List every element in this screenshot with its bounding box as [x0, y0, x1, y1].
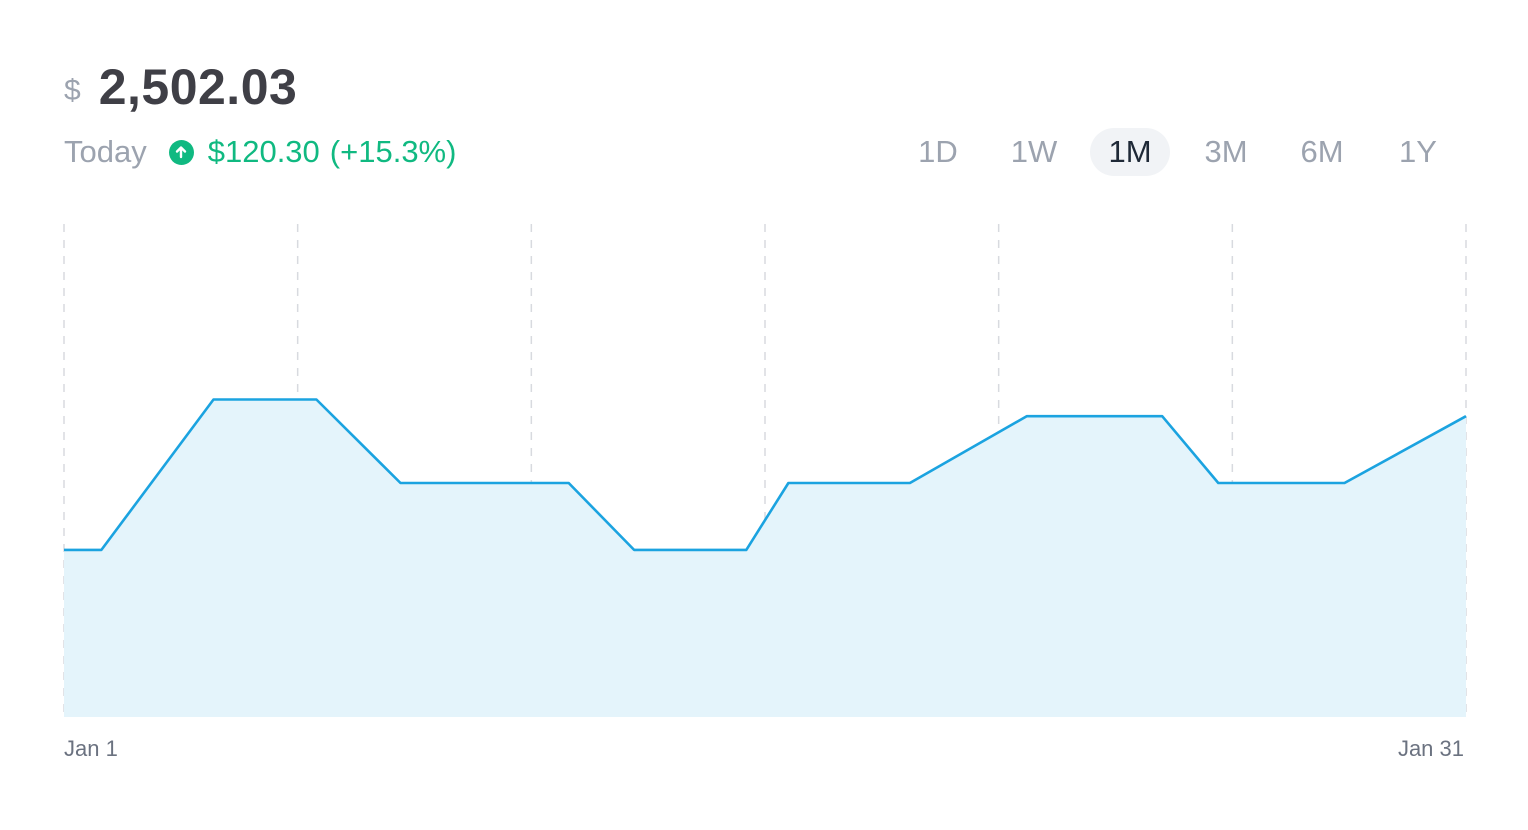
portfolio-price: 2,502.03 — [98, 59, 298, 115]
change-summary: Today $120.30 (+15.3%) — [64, 134, 456, 170]
range-1w-button[interactable]: 1W — [1010, 134, 1058, 169]
range-1y-button[interactable]: 1Y — [1399, 134, 1437, 169]
x-axis-label-start: Jan 1 — [64, 736, 118, 761]
range-1d-button[interactable]: 1D — [918, 134, 958, 169]
chart-area-fill — [64, 399, 1466, 717]
range-6m-button[interactable]: 6M — [1300, 134, 1344, 169]
range-selector: 1D 1W 1M 3M 6M 1Y — [898, 128, 1458, 176]
x-axis-label-end: Jan 31 — [1397, 736, 1464, 761]
range-3m-button[interactable]: 3M — [1204, 134, 1248, 169]
price-header: $ 2,502.03 — [64, 58, 297, 116]
currency-symbol: $ — [64, 74, 81, 107]
change-amount: $120.30 — [207, 134, 320, 169]
chart-line — [64, 398, 1467, 552]
today-label: Today — [64, 134, 147, 169]
range-1m-button[interactable]: 1M — [1090, 128, 1170, 176]
arrow-up-circle-icon — [168, 139, 194, 165]
change-percent: (+15.3%) — [329, 134, 457, 169]
